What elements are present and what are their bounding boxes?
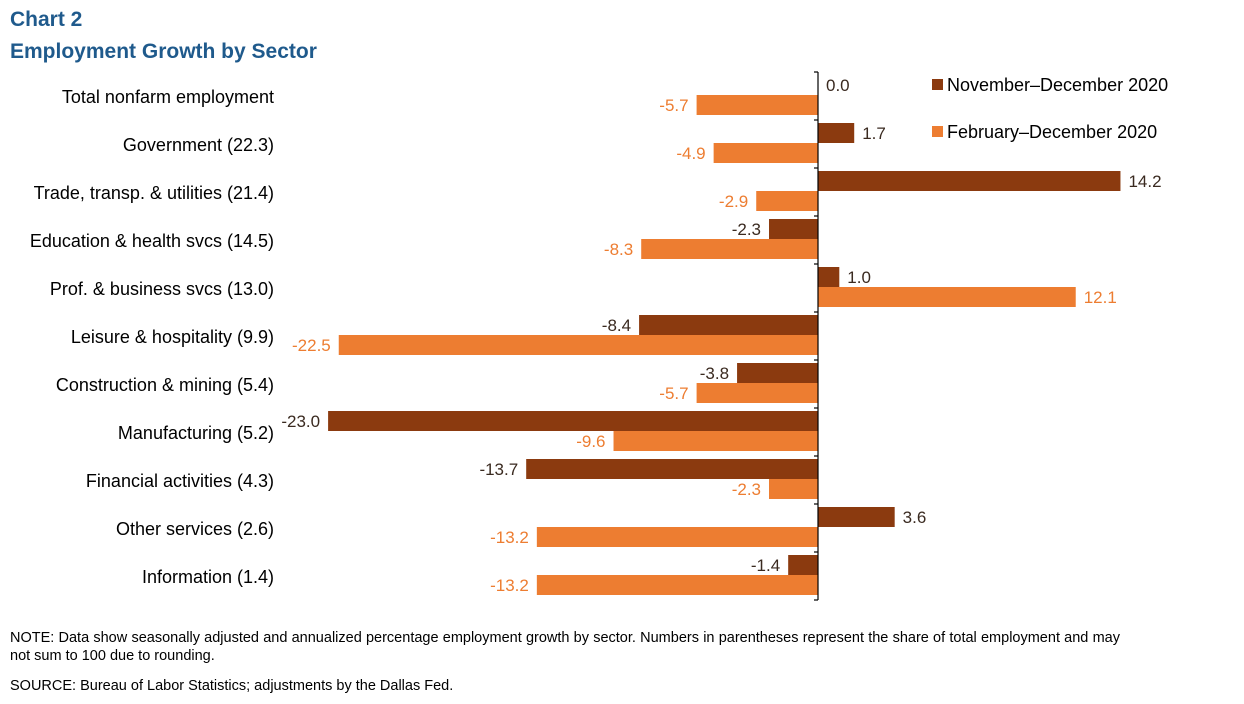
data-label-nov-dec: 1.7 bbox=[862, 124, 886, 143]
bar-nov-dec bbox=[526, 459, 818, 479]
bar-nov-dec bbox=[769, 219, 818, 239]
data-label-nov-dec: -23.0 bbox=[281, 412, 320, 431]
chart-source: SOURCE: Bureau of Labor Statistics; adju… bbox=[10, 678, 454, 694]
bar-feb-dec bbox=[641, 239, 818, 259]
data-label-nov-dec: -13.7 bbox=[479, 460, 518, 479]
chart-title: Chart 2 bbox=[10, 8, 83, 31]
legend-swatch-feb-dec bbox=[932, 126, 943, 137]
bar-nov-dec bbox=[737, 363, 818, 383]
legend-label-nov-dec: November–December 2020 bbox=[947, 75, 1168, 95]
bar-nov-dec bbox=[818, 171, 1121, 191]
bar-nov-dec bbox=[818, 507, 895, 527]
bar-nov-dec bbox=[788, 555, 818, 575]
data-label-feb-dec: -9.6 bbox=[576, 432, 605, 451]
category-label: Information (1.4) bbox=[142, 567, 274, 587]
category-label: Total nonfarm employment bbox=[62, 87, 274, 107]
bar-feb-dec bbox=[756, 191, 818, 211]
category-label: Trade, transp. & utilities (21.4) bbox=[34, 183, 274, 203]
data-label-feb-dec: 12.1 bbox=[1084, 288, 1117, 307]
bar-feb-dec bbox=[613, 431, 818, 451]
data-label-nov-dec: 1.0 bbox=[847, 268, 871, 287]
data-label-feb-dec: -5.7 bbox=[659, 96, 688, 115]
data-label-nov-dec: 14.2 bbox=[1128, 172, 1161, 191]
bar-feb-dec bbox=[696, 95, 818, 115]
bar-feb-dec bbox=[338, 335, 818, 355]
bar-feb-dec bbox=[536, 575, 818, 595]
bar-feb-dec bbox=[713, 143, 818, 163]
category-label: Construction & mining (5.4) bbox=[56, 375, 274, 395]
data-label-feb-dec: -8.3 bbox=[604, 240, 633, 259]
bar-feb-dec bbox=[818, 287, 1076, 307]
bar-nov-dec bbox=[818, 123, 855, 143]
data-label-feb-dec: -5.7 bbox=[659, 384, 688, 403]
data-label-nov-dec: -1.4 bbox=[751, 556, 780, 575]
legend-label-feb-dec: February–December 2020 bbox=[947, 122, 1157, 142]
data-label-nov-dec: -8.4 bbox=[602, 316, 631, 335]
category-label: Leisure & hospitality (9.9) bbox=[71, 327, 274, 347]
bar-chart: Total nonfarm employment 0.0 -5.7 Governmen… bbox=[30, 71, 1168, 601]
bar-nov-dec bbox=[818, 267, 840, 287]
data-label-nov-dec: -3.8 bbox=[700, 364, 729, 383]
data-label-feb-dec: -4.9 bbox=[676, 144, 705, 163]
category-label: Government (22.3) bbox=[123, 135, 274, 155]
category-label: Prof. & business svcs (13.0) bbox=[50, 279, 274, 299]
chart-note: NOTE: Data show seasonally adjusted and … bbox=[10, 630, 1120, 664]
data-label-nov-dec: 0.0 bbox=[826, 76, 850, 95]
data-label-nov-dec: -2.3 bbox=[732, 220, 761, 239]
data-label-feb-dec: -13.2 bbox=[490, 528, 529, 547]
chart-subtitle: Employment Growth by Sector bbox=[10, 40, 317, 63]
category-label: Other services (2.6) bbox=[116, 519, 274, 539]
data-label-feb-dec: -13.2 bbox=[490, 576, 529, 595]
data-label-feb-dec: -2.9 bbox=[719, 192, 748, 211]
category-label: Education & health svcs (14.5) bbox=[30, 231, 274, 251]
data-label-nov-dec: 3.6 bbox=[903, 508, 927, 527]
bar-feb-dec bbox=[769, 479, 818, 499]
bar-nov-dec bbox=[328, 411, 818, 431]
bar-nov-dec bbox=[639, 315, 818, 335]
bar-feb-dec bbox=[696, 383, 818, 403]
legend-swatch-nov-dec bbox=[932, 79, 943, 90]
data-label-feb-dec: -2.3 bbox=[732, 480, 761, 499]
data-label-feb-dec: -22.5 bbox=[292, 336, 331, 355]
bar-feb-dec bbox=[536, 527, 818, 547]
category-label: Financial activities (4.3) bbox=[86, 471, 274, 491]
category-label: Manufacturing (5.2) bbox=[118, 423, 274, 443]
